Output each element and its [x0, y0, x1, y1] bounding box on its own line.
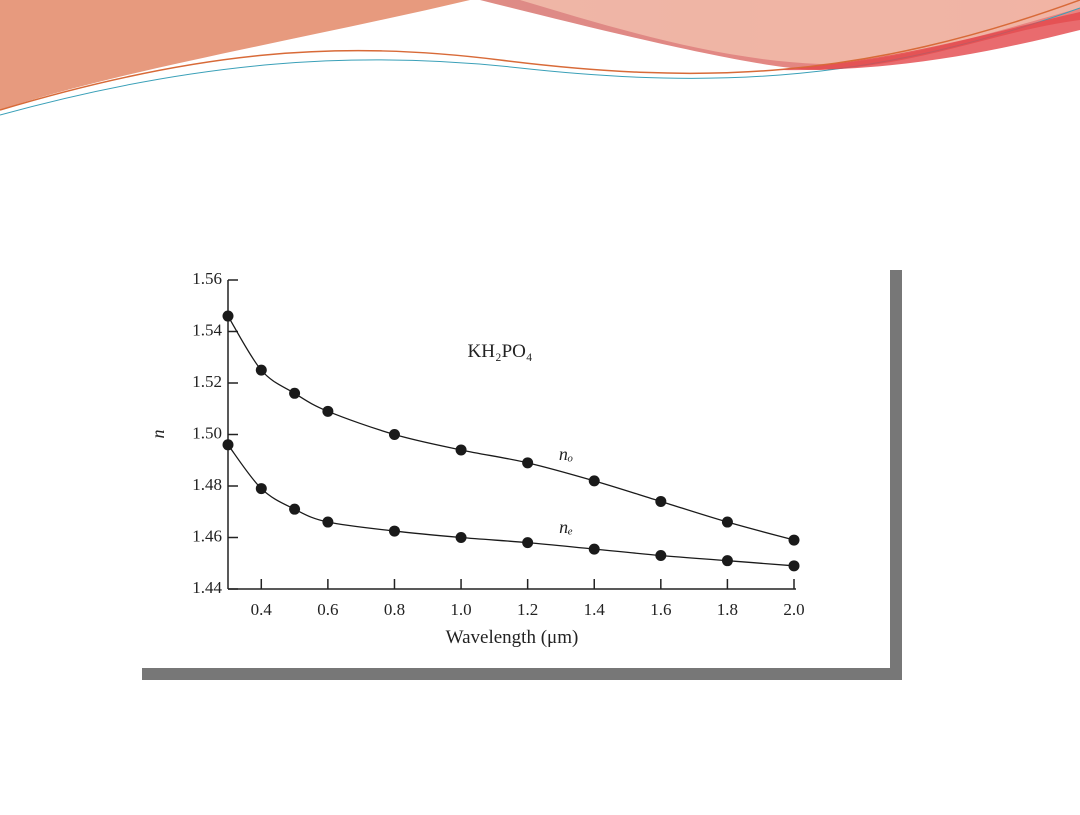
- data-point: [255, 483, 267, 495]
- series-label: nₒ: [559, 444, 573, 464]
- data-point: [655, 495, 667, 507]
- data-point: [588, 475, 600, 487]
- y-tick-label: 1.44: [192, 578, 222, 597]
- header-line: [0, 0, 1080, 111]
- x-tick-label: 1.4: [584, 600, 606, 619]
- x-tick-label: 1.0: [450, 600, 471, 619]
- data-point: [721, 516, 733, 528]
- series-label: nₑ: [559, 517, 573, 537]
- y-tick-label: 1.50: [192, 423, 222, 442]
- data-point: [322, 516, 334, 528]
- x-tick-label: 1.8: [717, 600, 738, 619]
- header-wave: [520, 0, 1080, 64]
- x-axis-label: Wavelength (μm): [446, 627, 579, 648]
- data-point: [322, 405, 334, 417]
- y-axis-label: n: [148, 430, 168, 439]
- data-point: [222, 310, 234, 322]
- header-wave: [780, 12, 1080, 71]
- chart-title: KH₂PO₄: [468, 341, 533, 362]
- data-point: [721, 555, 733, 567]
- chart-panel: [130, 258, 890, 668]
- y-tick-label: 1.48: [192, 475, 222, 494]
- x-tick-label: 0.4: [251, 600, 273, 619]
- data-point: [655, 550, 667, 562]
- data-point: [388, 429, 400, 440]
- data-point: [455, 444, 467, 456]
- data-point: [289, 387, 301, 399]
- y-tick-label: 1.46: [192, 526, 222, 545]
- data-point: [455, 532, 467, 543]
- data-point: [255, 364, 267, 376]
- chart: KH₂PO₄ Wavelength (μm) n 1.44 1.46 1.48 1.5…: [148, 269, 805, 648]
- x-tick-label: 2.0: [783, 600, 804, 619]
- x-tick-label: 1.2: [517, 600, 538, 619]
- header-wave: [0, 0, 470, 110]
- data-point: [788, 534, 800, 546]
- data-point: [222, 439, 234, 451]
- y-tick-label: 1.54: [192, 320, 222, 339]
- data-point: [388, 525, 400, 537]
- data-point: [522, 457, 534, 469]
- y-tick-label: 1.56: [192, 269, 222, 288]
- x-tick-label: 0.6: [317, 600, 338, 619]
- data-point: [522, 537, 534, 549]
- data-point: [588, 543, 600, 555]
- y-tick-label: 1.52: [192, 372, 222, 391]
- x-tick-label: 0.8: [384, 600, 405, 619]
- x-tick-label: 1.6: [650, 600, 671, 619]
- data-point: [289, 503, 301, 515]
- data-point: [788, 560, 800, 572]
